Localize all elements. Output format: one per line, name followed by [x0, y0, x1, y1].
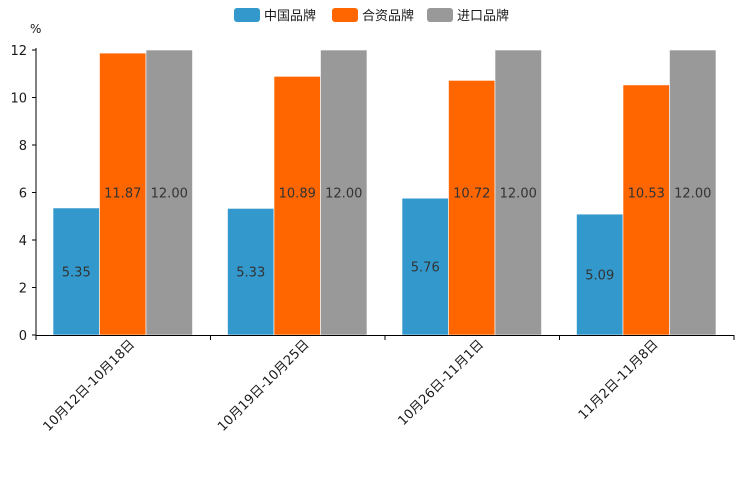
- bar-2-2: [273, 76, 321, 336]
- legend-label-3[interactable]: 进口品牌: [457, 8, 509, 24]
- bar-1-1: [52, 207, 100, 336]
- y-tick-label: 2: [19, 282, 27, 297]
- legend-label-2[interactable]: 合资品牌: [362, 8, 414, 24]
- y-tick-label: 4: [19, 234, 27, 249]
- data-label-1-2: 5.33: [236, 266, 265, 281]
- data-label-1-3: 5.76: [411, 261, 440, 276]
- bar-2-4: [622, 84, 670, 336]
- legend-swatch-1[interactable]: [234, 8, 260, 22]
- data-label-3-4: 12.00: [674, 187, 711, 202]
- bars: [52, 49, 717, 336]
- x-tick-label: 10月26日-11月1日: [395, 337, 487, 429]
- data-label-1-1: 5.35: [62, 265, 91, 280]
- x-axis: 10月12日-10月18日 10月19日-10月25日 10月26日-11月1日 11…: [35, 335, 735, 435]
- bar-3-2: [320, 49, 368, 336]
- bar-3-1: [145, 49, 193, 336]
- bar-2-1: [99, 52, 147, 336]
- x-tick-label: 10月12日-10月18日: [41, 337, 138, 434]
- bar-3-4: [669, 49, 717, 336]
- y-tick-label: 0: [19, 329, 27, 344]
- data-label-2-1: 11.87: [104, 187, 141, 202]
- y-axis: 0 2 4 6 8 10 12: [10, 44, 37, 344]
- x-tick-label: 11月2日-11月8日: [576, 337, 662, 423]
- data-label-3-3: 12.00: [500, 187, 537, 202]
- data-label-1-4: 5.09: [585, 269, 614, 284]
- y-tick-label: 12: [10, 44, 27, 59]
- legend-swatch-2[interactable]: [332, 8, 358, 22]
- y-axis-unit-label: %: [30, 22, 41, 36]
- bar-2-3: [448, 80, 496, 336]
- legend-label-1[interactable]: 中国品牌: [264, 8, 316, 24]
- data-label-3-1: 12.00: [151, 187, 188, 202]
- legend-swatch-3[interactable]: [427, 8, 453, 22]
- bar-1-3: [401, 197, 449, 336]
- data-labels: 5.35 11.87 12.00 5.33 10.89 12.00 5.76 10.72 12.…: [62, 187, 712, 284]
- y-tick-label: 8: [19, 139, 27, 154]
- data-label-2-2: 10.89: [279, 187, 316, 202]
- legend: 中国品牌 合资品牌 进口品牌: [234, 8, 509, 24]
- data-label-2-4: 10.53: [628, 187, 665, 202]
- data-label-3-2: 12.00: [325, 187, 362, 202]
- data-label-2-3: 10.72: [453, 187, 490, 202]
- y-tick-label: 6: [19, 187, 27, 202]
- x-tick-label: 10月19日-10月25日: [215, 337, 312, 434]
- y-tick-label: 10: [10, 92, 27, 107]
